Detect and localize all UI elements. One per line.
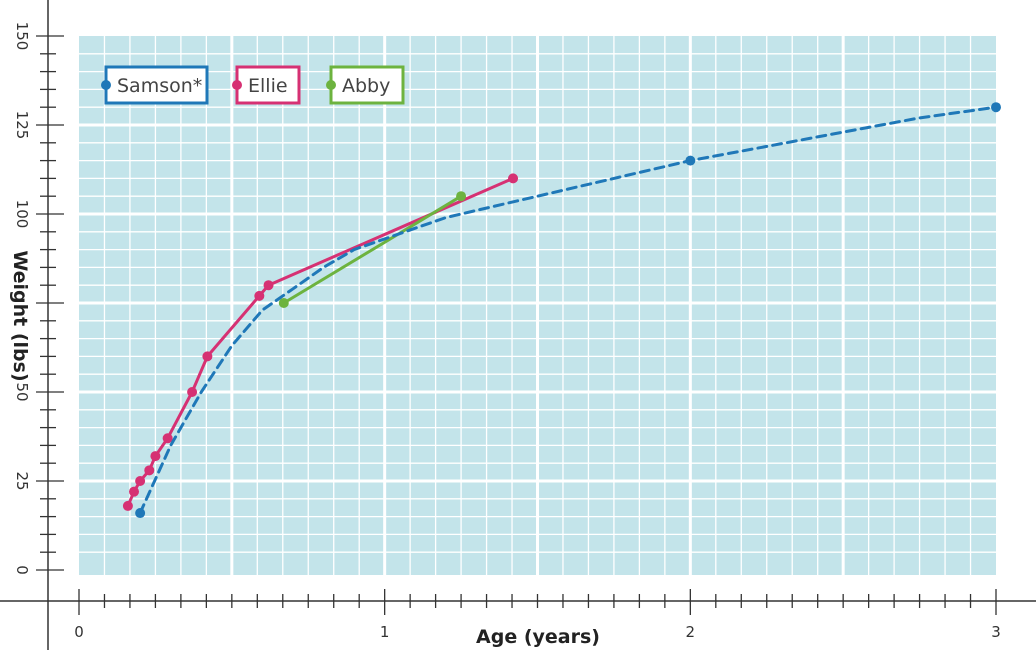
x-tick-label: 2 xyxy=(686,623,696,641)
data-point xyxy=(135,476,146,486)
data-point xyxy=(129,486,140,497)
data-point xyxy=(187,387,198,397)
data-point xyxy=(162,433,173,444)
y-axis-title: Weight (lbs) xyxy=(9,250,31,381)
series-abby xyxy=(278,191,467,308)
data-point xyxy=(144,465,155,476)
series-samson xyxy=(135,102,1001,519)
series-line xyxy=(282,194,463,305)
data-point xyxy=(122,500,133,511)
legend-box xyxy=(104,65,209,105)
data-point xyxy=(202,351,213,362)
data-point xyxy=(508,173,519,184)
data-point xyxy=(150,451,161,462)
legend-label: Samson* xyxy=(117,75,202,97)
data-point xyxy=(278,298,289,308)
axes: 0 25 50 100 125 150 0 1 2 3 xyxy=(0,0,1036,650)
legend-item: Samson* xyxy=(101,65,209,105)
y-tick-label: 0 xyxy=(13,565,31,575)
data-point xyxy=(991,102,1001,113)
legend-label: Abby xyxy=(342,75,390,97)
data-point xyxy=(135,508,146,519)
legend-label: Ellie xyxy=(248,75,288,97)
y-tick-label: 25 xyxy=(13,471,31,490)
series-ellie xyxy=(122,173,519,511)
legend-marker xyxy=(326,80,336,90)
x-tick-label: 0 xyxy=(74,623,84,641)
data-point xyxy=(254,290,265,301)
series-line xyxy=(138,105,998,515)
x-tick-label: 1 xyxy=(380,623,390,641)
legend-item: Abby xyxy=(326,65,405,105)
x-axis-title: Age (years) xyxy=(476,626,600,648)
data-point xyxy=(685,155,696,166)
series-layer xyxy=(122,102,1001,519)
grid-lines xyxy=(79,36,996,575)
legend-marker xyxy=(101,80,111,90)
legend: Samson* Ellie Abby xyxy=(101,65,405,105)
legend-marker xyxy=(232,80,242,90)
x-tick-label: 3 xyxy=(991,623,1001,641)
y-tick-label: 150 xyxy=(13,22,31,51)
y-tick-label: 125 xyxy=(13,111,31,140)
y-tick-label: 100 xyxy=(13,200,31,229)
y-tick-label: 50 xyxy=(13,382,31,401)
legend-item: Ellie xyxy=(232,65,301,105)
data-point xyxy=(456,191,467,202)
data-point xyxy=(263,280,274,291)
